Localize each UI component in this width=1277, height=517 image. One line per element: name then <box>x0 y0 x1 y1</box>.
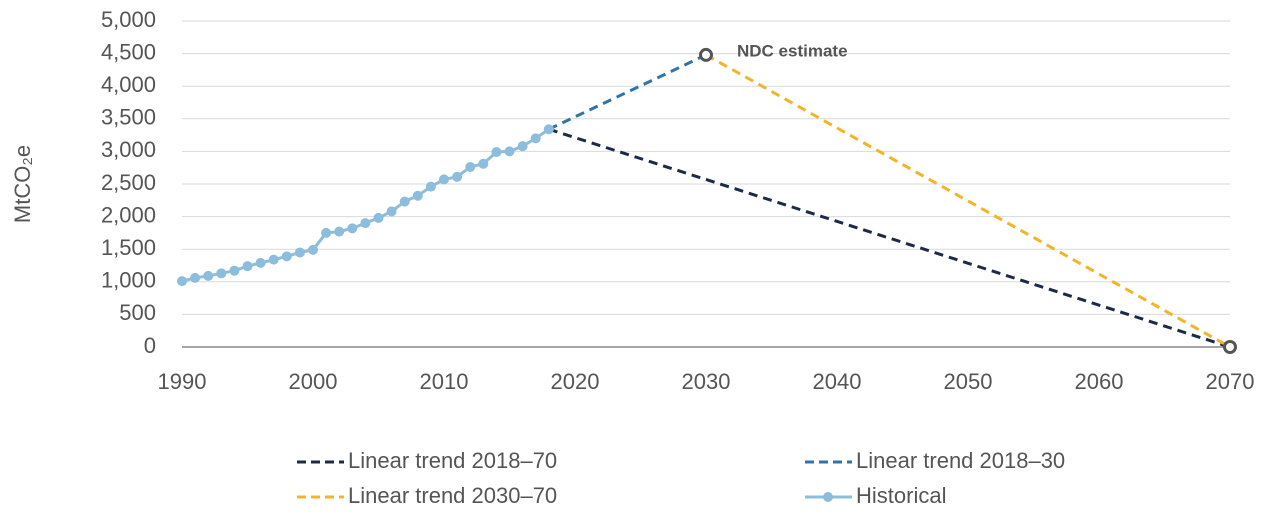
data-point <box>216 268 227 279</box>
data-point <box>334 226 345 237</box>
data-point <box>281 251 292 262</box>
data-point <box>478 158 489 169</box>
legend-label: Linear trend 2030–70 <box>348 483 557 508</box>
x-tick-label: 2040 <box>813 369 862 394</box>
x-tick-label: 1990 <box>158 369 207 394</box>
data-point <box>491 147 502 158</box>
y-tick-label: 0 <box>144 333 156 358</box>
y-tick-label: 3,000 <box>101 137 156 162</box>
data-point <box>425 181 436 192</box>
x-tick-label: 2060 <box>1075 369 1124 394</box>
data-point <box>517 141 528 152</box>
series-line <box>705 53 1231 349</box>
data-point <box>439 174 449 185</box>
legend-label: Linear trend 2018–70 <box>348 448 557 473</box>
data-point <box>321 227 332 238</box>
legend-marker <box>823 492 833 502</box>
data-point <box>308 244 318 255</box>
data-point <box>294 247 305 258</box>
data-point <box>177 276 187 287</box>
data-point <box>530 133 541 144</box>
data-point <box>386 206 397 217</box>
data-point <box>543 124 554 135</box>
x-tick-label: 2000 <box>289 369 338 394</box>
data-point <box>465 162 476 173</box>
data-point <box>412 190 423 201</box>
y-tick-label: 1,000 <box>101 268 156 293</box>
data-point <box>399 196 410 207</box>
y-tick-label: 5,000 <box>101 7 156 32</box>
x-tick-label: 2020 <box>551 369 600 394</box>
x-tick-label: 2070 <box>1206 369 1255 394</box>
series-line <box>548 53 707 131</box>
y-tick-label: 4,000 <box>101 72 156 97</box>
data-point <box>360 218 371 229</box>
legend-label: Historical <box>856 483 946 508</box>
data-point <box>504 146 515 157</box>
data-point <box>452 171 463 182</box>
y-tick-label: 1,500 <box>101 235 156 260</box>
y-axis-label: MtCO₂e <box>10 145 35 223</box>
data-point <box>347 223 358 234</box>
annotation: NDC estimate <box>737 41 848 60</box>
data-point <box>242 261 253 272</box>
y-tick-label: 4,500 <box>101 39 156 64</box>
data-point <box>268 254 279 265</box>
y-tick-label: 2,500 <box>101 170 156 195</box>
data-point <box>229 265 240 276</box>
x-tick-label: 2010 <box>420 369 469 394</box>
point-marker <box>699 47 713 62</box>
x-tick-label: 2030 <box>682 369 731 394</box>
x-tick-label: 2050 <box>944 369 993 394</box>
y-tick-label: 3,500 <box>101 105 156 130</box>
y-tick-label: 2,000 <box>101 202 156 227</box>
y-tick-label: 500 <box>119 300 156 325</box>
point-marker <box>1223 340 1237 354</box>
data-point <box>203 270 214 281</box>
data-point <box>373 212 384 223</box>
data-point <box>190 272 201 283</box>
legend-label: Linear trend 2018–30 <box>856 448 1065 473</box>
data-point <box>255 257 266 268</box>
